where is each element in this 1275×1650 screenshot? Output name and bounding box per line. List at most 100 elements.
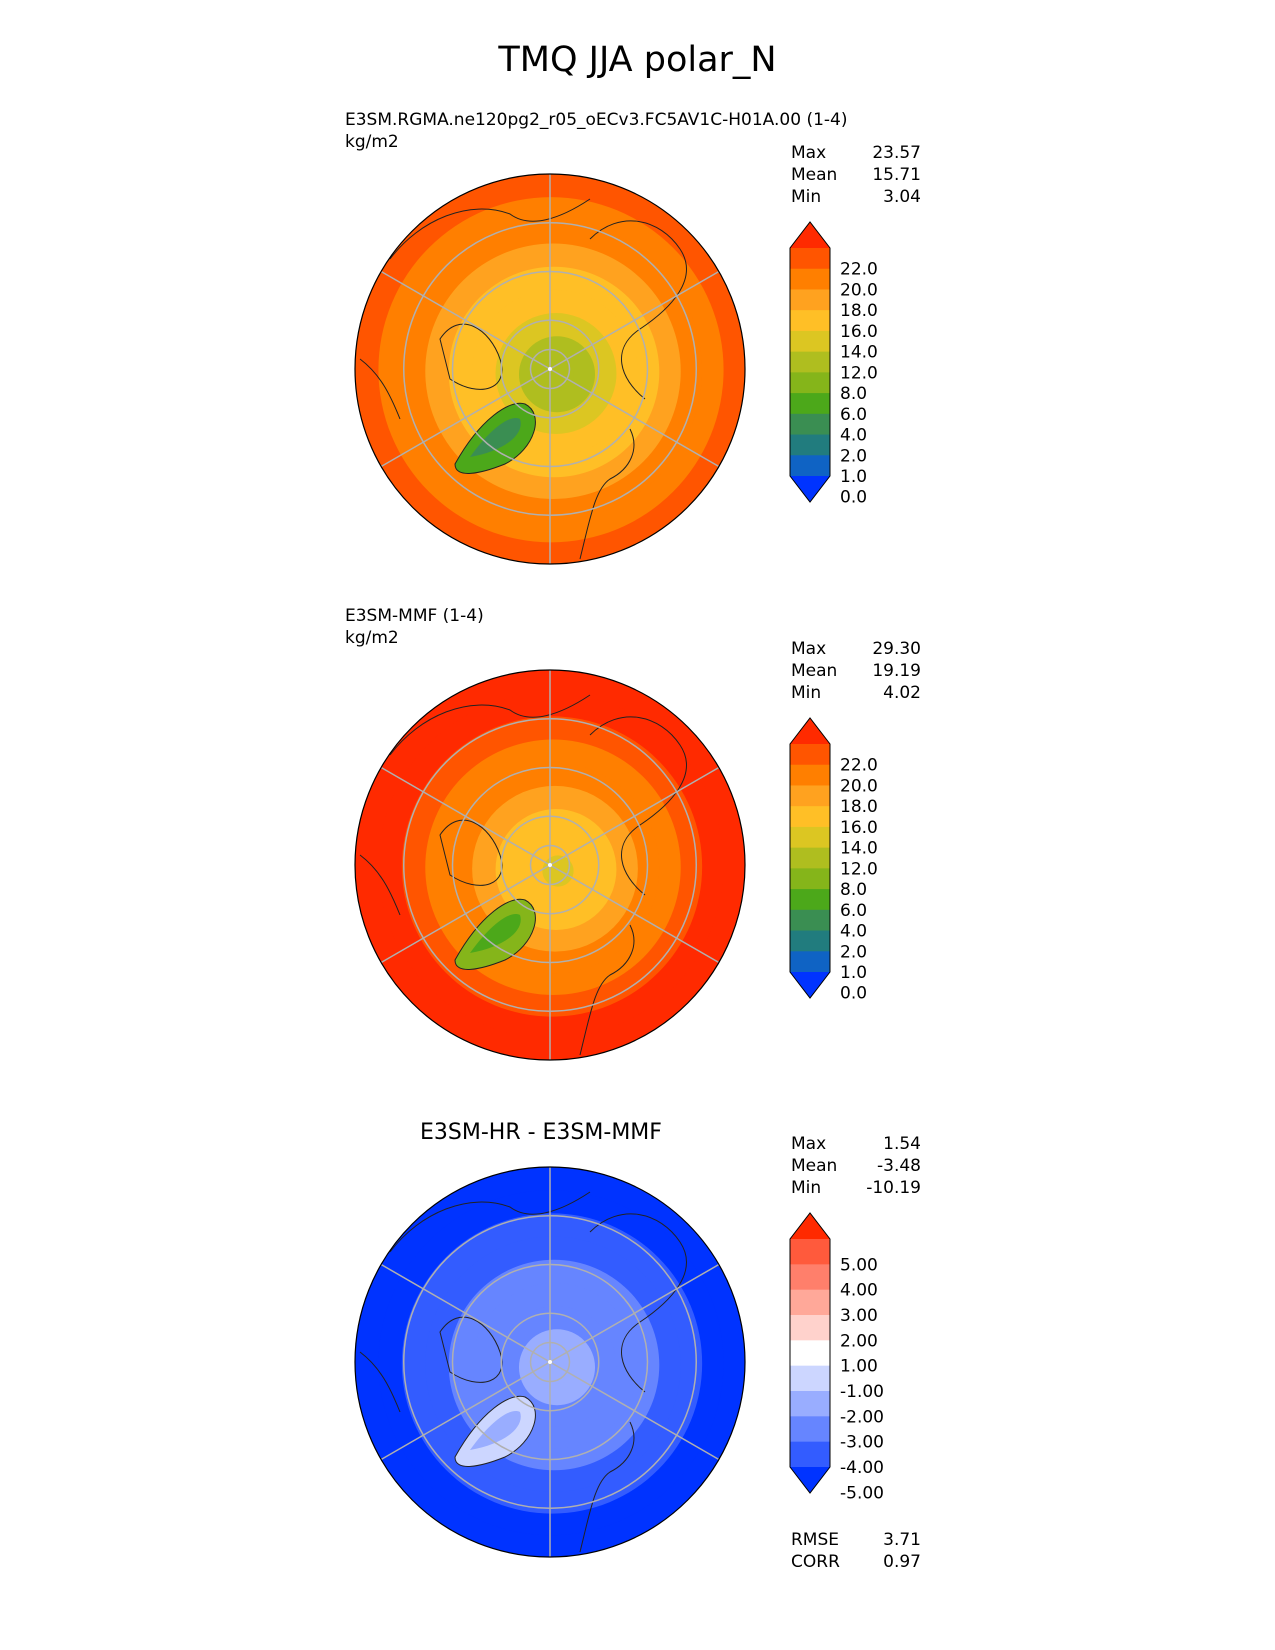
- colorbar-tick-label: 1.00: [840, 1357, 878, 1377]
- meridian-line: [380, 864, 551, 964]
- stat-value: 3.04: [883, 187, 921, 207]
- colorbar-band: [790, 393, 830, 415]
- meridian-line: [380, 368, 551, 468]
- colorbar-band: [790, 1441, 830, 1468]
- panel-2-colorbar: 22.020.018.016.014.012.08.06.04.02.01.00…: [789, 717, 878, 1004]
- colorbar-tick-label: 6.0: [840, 405, 867, 425]
- colorbar-tick-label: 18.0: [840, 797, 878, 817]
- colorbar-band: [790, 413, 830, 436]
- colorbar-tick-label: 8.0: [840, 880, 867, 900]
- colorbar-tick-label: 0.0: [840, 984, 867, 1004]
- colorbar-band: [790, 889, 830, 911]
- colorbar-band: [790, 351, 830, 373]
- colorbar-band: [790, 268, 830, 290]
- map-field: [355, 670, 745, 1060]
- colorbar-tick-label: 2.0: [840, 942, 867, 962]
- stat-label: Max: [791, 143, 827, 163]
- greenland-core-field: [470, 1411, 521, 1450]
- colorbar-band: [790, 930, 830, 952]
- stat-label: Min: [791, 683, 822, 703]
- colorbar-band: [790, 868, 830, 890]
- colorbar-band: [790, 951, 830, 973]
- coastline: [389, 198, 591, 260]
- coastline: [389, 1191, 591, 1253]
- colorbar-band: [790, 1391, 830, 1417]
- colorbar-extension-bottom: [790, 972, 830, 998]
- stat-value: 19.19: [872, 661, 921, 681]
- coastline: [579, 428, 635, 560]
- coastline: [389, 694, 591, 756]
- panel-1-polar-map: [354, 173, 746, 565]
- panel-1-units: kg/m2: [345, 132, 399, 152]
- coastline: [359, 358, 401, 420]
- coastline: [589, 1213, 687, 1393]
- colorbar-band: [790, 1416, 830, 1443]
- colorbar-band: [790, 909, 830, 932]
- colorbar-band: [790, 1289, 830, 1316]
- colorbar-tick-label: -5.00: [840, 1483, 884, 1503]
- colorbar-band: [790, 1264, 830, 1291]
- colorbar-extension-top: [790, 718, 830, 744]
- colorbar-outline: [789, 717, 831, 999]
- panel-3-colorbar: 5.00 4.00 3.00 2.00 1.00 -1.00 -2.00 -3.00 -4.00…: [789, 1212, 884, 1503]
- colorbar-tick-label: 3.00: [840, 1306, 878, 1326]
- colorbar-tick-label: 12.0: [840, 363, 878, 383]
- coastline: [579, 1421, 635, 1553]
- colorbar-tick-label: 12.0: [840, 859, 878, 879]
- stat-label: RMSE: [791, 1530, 840, 1550]
- colorbar-tick-label: 4.0: [840, 426, 867, 446]
- colorbar-band: [790, 434, 830, 456]
- coastline: [579, 924, 635, 1056]
- stat-value: 1.54: [883, 1134, 921, 1154]
- meridian-line: [380, 270, 551, 370]
- stat-value: 3.71: [883, 1530, 921, 1550]
- stat-value: 15.71: [872, 165, 921, 185]
- coastline: [359, 1351, 401, 1413]
- meridian-line: [549, 766, 720, 866]
- stat-value: -3.48: [877, 1156, 921, 1176]
- colorbar-tick-label: -2.00: [840, 1407, 884, 1427]
- stat-label: Min: [791, 1178, 822, 1198]
- colorbar-band: [790, 248, 830, 270]
- colorbar-tick-label: 1.0: [840, 963, 867, 983]
- map-boundary: [354, 173, 746, 565]
- meridian-line: [549, 368, 720, 468]
- stat-value: 23.57: [872, 143, 921, 163]
- colorbar-band: [790, 1239, 830, 1265]
- colorbar-band: [790, 1315, 830, 1341]
- colorbar-tick-label: 8.0: [840, 384, 867, 404]
- colorbar-extension-top: [790, 1213, 830, 1239]
- colorbar-band: [790, 1365, 830, 1392]
- colorbar-tick-label: 18.0: [840, 301, 878, 321]
- panel-2-units: kg/m2: [345, 628, 399, 648]
- colorbar-band: [790, 764, 830, 786]
- stat-value: 4.02: [883, 683, 921, 703]
- map-field: [355, 174, 745, 564]
- colorbar-band: [790, 744, 830, 766]
- panel-2-name: E3SM-MMF (1-4) kg/m2: [345, 605, 484, 649]
- colorbar-band: [790, 826, 830, 849]
- panel-2-stats: Max 29.30 Mean 19.19 Min 4.02: [791, 638, 921, 704]
- panel-2-polar-map: [354, 669, 746, 1061]
- panel-3-title: E3SM-HR - E3SM-MMF: [420, 1120, 662, 1145]
- panel-3-stats: Max 1.54 Mean -3.48 Min -10.19: [791, 1133, 921, 1199]
- panel-2-title: E3SM-MMF (1-4): [345, 606, 484, 626]
- stat-value: 0.97: [883, 1552, 921, 1572]
- colorbar-tick-label: 20.0: [840, 280, 878, 300]
- greenland-core-field: [470, 418, 521, 457]
- colorbar-tick-label: 4.00: [840, 1281, 878, 1301]
- colorbar-tick-label: 2.0: [840, 446, 867, 466]
- colorbar-band: [790, 806, 830, 828]
- colorbar-tick-label: -4.00: [840, 1458, 884, 1478]
- coastline: [359, 854, 401, 916]
- north-pole-marker: [548, 1360, 552, 1364]
- coastline: [589, 716, 687, 896]
- colorbar-band: [790, 289, 830, 311]
- colorbar-tick-label: 4.0: [840, 922, 867, 942]
- meridian-line: [380, 1361, 551, 1461]
- north-pole-marker: [548, 863, 552, 867]
- colorbar-tick-label: -1.00: [840, 1382, 884, 1402]
- map-field: [355, 1167, 745, 1557]
- colorbar-band: [790, 847, 830, 869]
- north-pole-marker: [548, 367, 552, 371]
